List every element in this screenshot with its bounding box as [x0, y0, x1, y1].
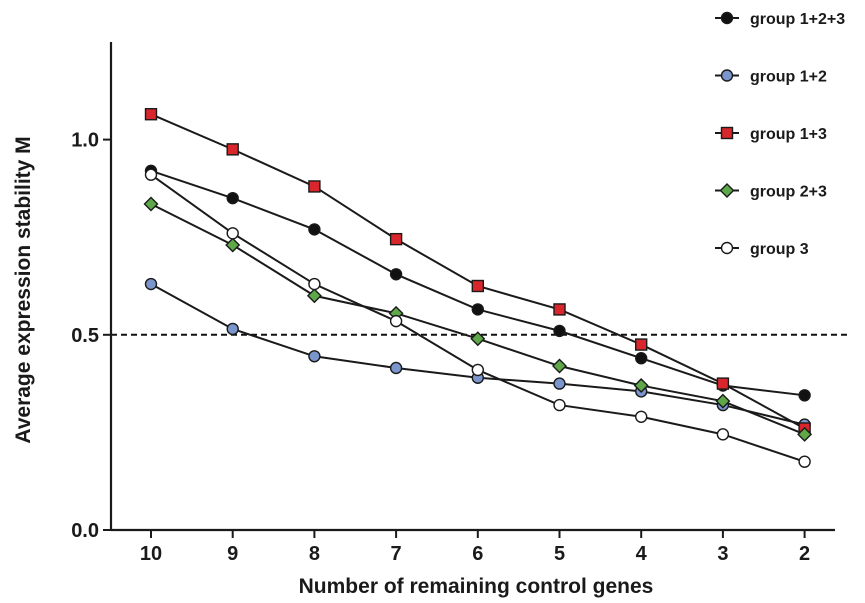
- data-point: [308, 350, 321, 363]
- y-tick-label: 1.0: [71, 130, 99, 152]
- legend-marker: [719, 183, 735, 198]
- data-point: [389, 268, 403, 281]
- x-tick-label: 4: [636, 543, 648, 565]
- data-point: [471, 279, 484, 293]
- legend-label: group 2+3: [750, 184, 827, 201]
- data-point: [715, 393, 731, 409]
- data-point: [798, 455, 811, 468]
- x-tick-label: 3: [717, 543, 728, 565]
- data-point: [635, 338, 648, 351]
- data-point: [633, 378, 649, 394]
- x-tick-label: 6: [472, 543, 483, 565]
- data-point: [635, 352, 648, 365]
- data-point: [308, 223, 321, 236]
- data-point: [797, 426, 813, 442]
- data-point: [389, 361, 403, 375]
- data-point: [553, 324, 566, 338]
- data-point: [553, 377, 566, 390]
- legend-marker: [720, 69, 734, 82]
- legend-marker: [720, 241, 734, 255]
- data-point: [553, 303, 566, 316]
- legend-label: group 1+3: [750, 126, 827, 143]
- legend-marker: [720, 11, 734, 25]
- legend-label: group 1+2: [750, 69, 827, 86]
- series-line: [150, 203, 805, 436]
- data-point: [306, 288, 322, 304]
- data-point: [470, 331, 486, 347]
- data-point: [552, 358, 567, 374]
- y-tick-label: 0.5: [71, 325, 99, 347]
- data-point: [144, 108, 158, 121]
- y-tick-label: 0.0: [71, 520, 99, 542]
- data-point: [471, 303, 484, 316]
- legend-label: group 3: [750, 241, 809, 258]
- x-tick-label: 2: [799, 543, 810, 565]
- data-point: [716, 377, 730, 390]
- data-point: [143, 196, 159, 212]
- data-point: [144, 277, 158, 291]
- x-tick-label: 10: [140, 543, 162, 565]
- x-tick-label: 8: [309, 543, 320, 565]
- plot-area: [111, 108, 848, 468]
- data-point: [716, 428, 730, 441]
- data-point: [225, 237, 241, 253]
- data-point: [226, 322, 239, 336]
- x-tick-label: 7: [391, 543, 402, 565]
- legend-label: group 1+2+3: [750, 11, 845, 28]
- data-point: [635, 410, 648, 423]
- y-axis-title: Average expression stability M: [12, 136, 35, 443]
- x-tick-label: 5: [554, 543, 565, 565]
- data-point: [226, 143, 239, 156]
- x-tick-label: 9: [227, 543, 238, 565]
- legend: group 1+2+3 group 1+2 group 1+3 group 2+3 gr…: [715, 11, 845, 258]
- legend-marker: [720, 126, 734, 140]
- data-point: [308, 277, 321, 291]
- data-point: [798, 389, 811, 402]
- data-point: [226, 227, 239, 240]
- data-point: [389, 232, 403, 246]
- data-point: [226, 191, 239, 205]
- data-point: [389, 314, 403, 328]
- x-axis-title: Number of remaining control genes: [299, 575, 654, 598]
- data-point: [553, 398, 566, 412]
- data-point: [471, 363, 484, 377]
- data-point: [308, 180, 321, 193]
- axes: Number of remaining control genes Averag…: [12, 42, 835, 598]
- series-line: [150, 173, 805, 463]
- data-point: [144, 168, 158, 181]
